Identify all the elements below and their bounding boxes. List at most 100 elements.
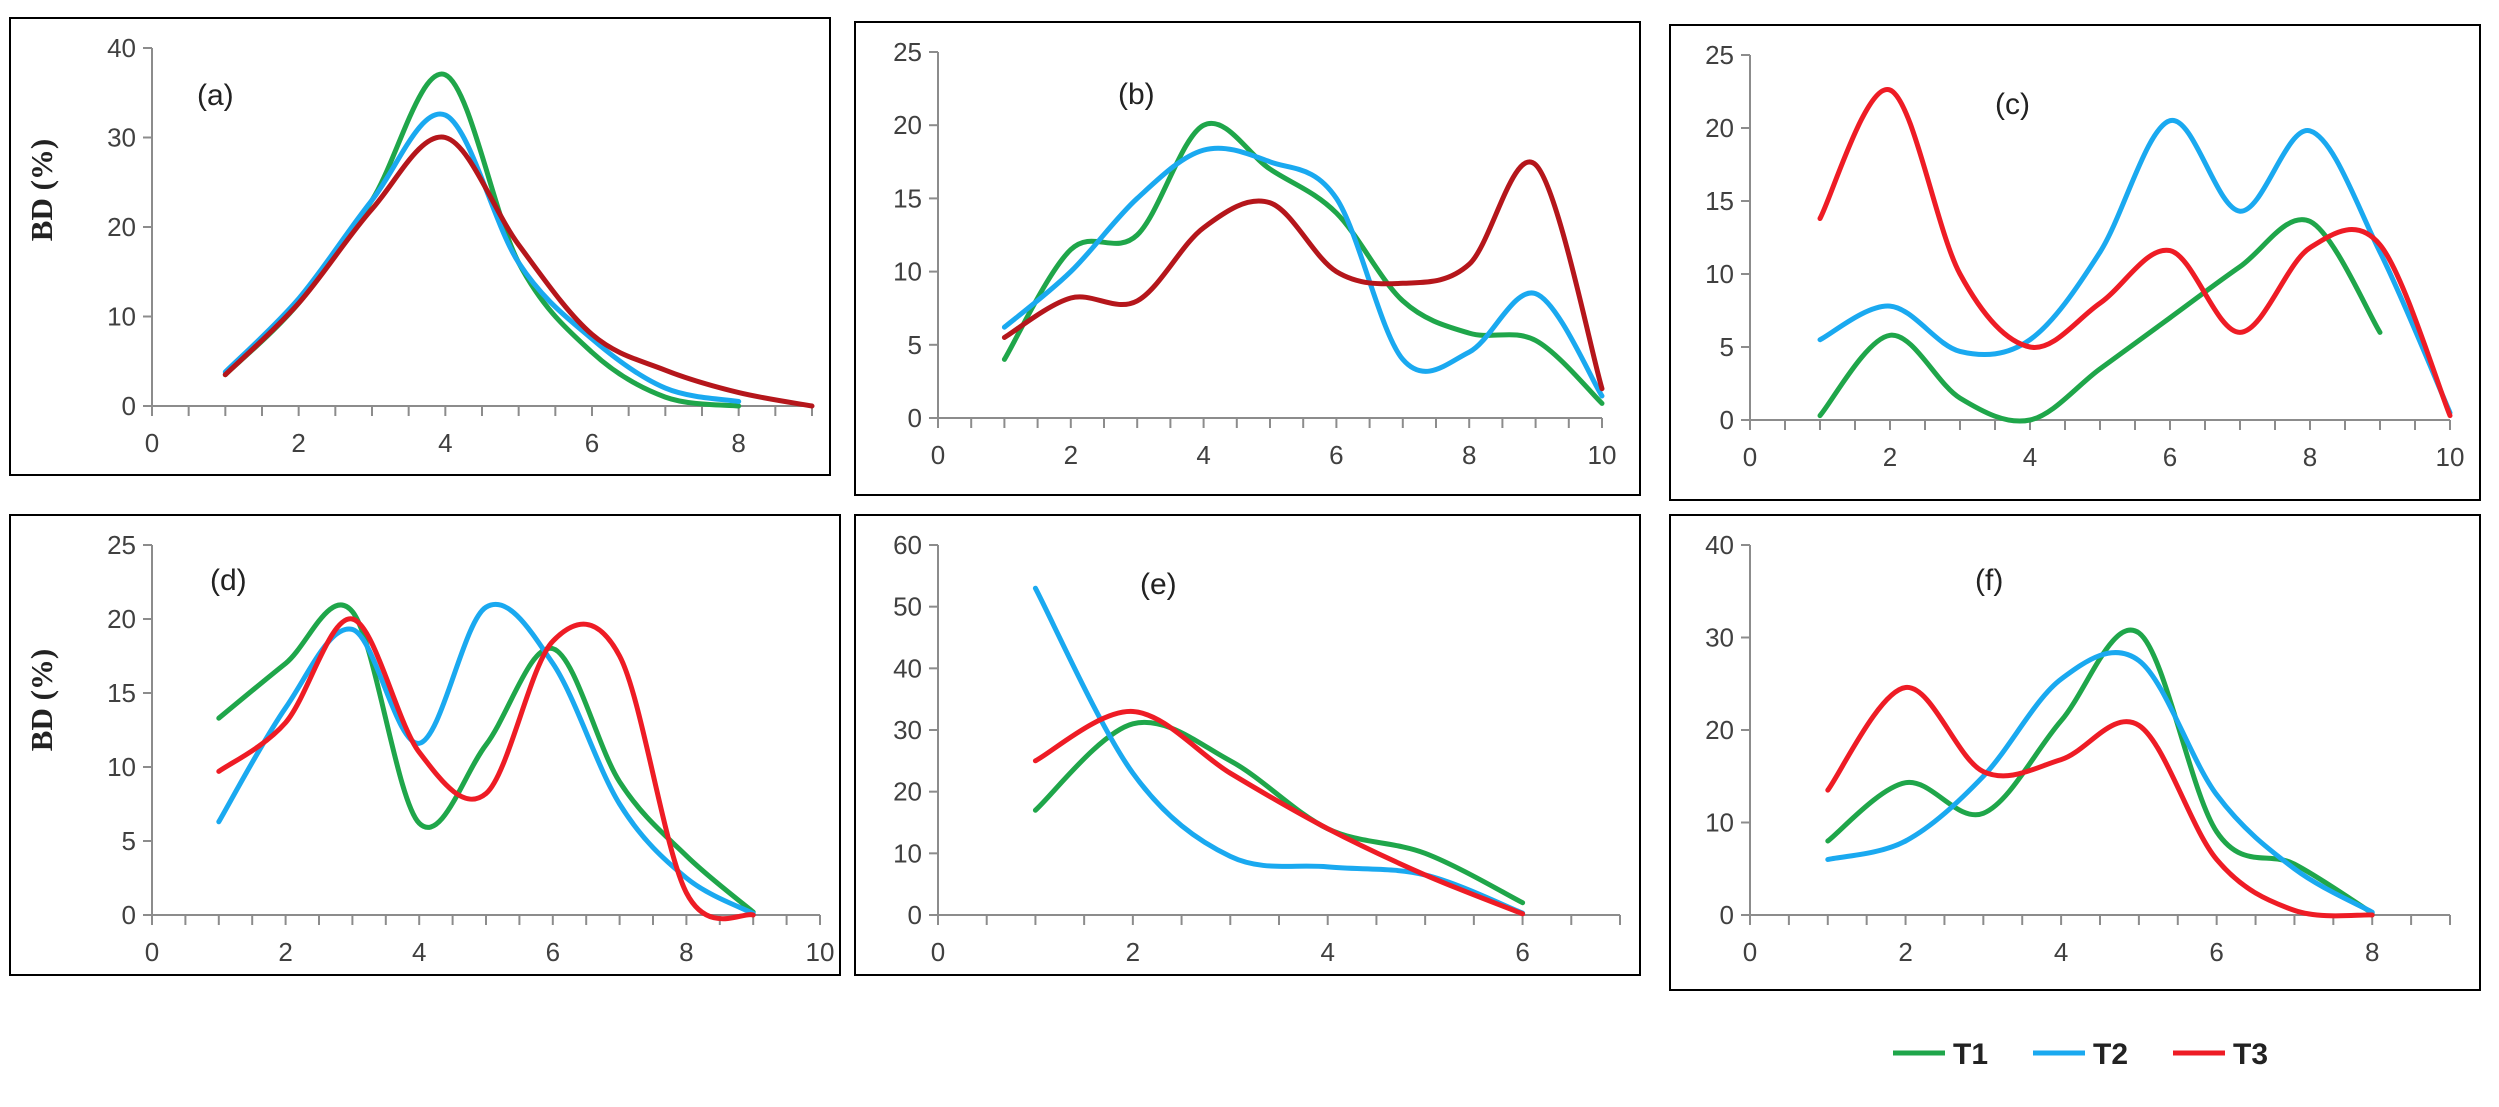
y-tick-label: 5 bbox=[908, 330, 922, 360]
y-tick-label: 15 bbox=[893, 183, 922, 213]
panel-frame bbox=[9, 17, 831, 476]
chart-panel-5: 0 10 20 30 40 50 60 0 2 4 6 (e) bbox=[854, 514, 1641, 976]
y-tick-label: 0 bbox=[122, 391, 136, 421]
y-tick-label: 0 bbox=[908, 403, 922, 433]
x-tick-label: 8 bbox=[2303, 442, 2317, 472]
y-tick-label: 10 bbox=[893, 838, 922, 868]
x-tick-label: 4 bbox=[412, 937, 426, 967]
y-tick-label: 30 bbox=[1705, 623, 1734, 653]
panel-label: (a) bbox=[197, 79, 234, 112]
y-axis-label-top: BD (%) bbox=[24, 139, 59, 241]
y-tick-label: 20 bbox=[893, 777, 922, 807]
panel-frame bbox=[854, 21, 1641, 496]
series-line-t3 bbox=[1825, 685, 2375, 919]
series-line-t2 bbox=[1001, 145, 1605, 399]
chart-panel-1: 0 10 20 30 40 0 2 4 6 8 (a) bbox=[9, 17, 831, 476]
x-tick-label: 8 bbox=[2365, 937, 2379, 967]
series-line-t1 bbox=[1825, 627, 2375, 916]
y-tick-label: 20 bbox=[893, 110, 922, 140]
y-tick-label: 10 bbox=[1705, 808, 1734, 838]
x-tick-label: 6 bbox=[1515, 937, 1529, 967]
y-tick-label: 15 bbox=[107, 678, 136, 708]
x-tick-label: 6 bbox=[546, 937, 560, 967]
series-line-t1 bbox=[1001, 120, 1605, 406]
panel-label: (b) bbox=[1118, 78, 1155, 111]
series-line-t3 bbox=[216, 616, 756, 922]
x-tick-label: 0 bbox=[1743, 937, 1757, 967]
x-tick-label: 0 bbox=[931, 937, 945, 967]
x-tick-label: 6 bbox=[2209, 937, 2223, 967]
x-tick-label: 2 bbox=[1883, 442, 1897, 472]
y-tick-label: 20 bbox=[107, 604, 136, 634]
x-tick-label: 4 bbox=[1320, 937, 1334, 967]
y-tick-label: 40 bbox=[1705, 530, 1734, 560]
series-line-t2 bbox=[1817, 118, 2453, 416]
chart-panel-6: 0 10 20 30 40 0 2 4 6 8 (f) bbox=[1669, 514, 2481, 991]
y-tick-label: 10 bbox=[107, 752, 136, 782]
x-tick-label: 6 bbox=[585, 428, 599, 458]
legend-label-t1: T1 bbox=[1953, 1038, 1988, 1071]
series-line-t2 bbox=[216, 602, 756, 916]
x-tick-label: 2 bbox=[1898, 937, 1912, 967]
y-tick-label: 20 bbox=[1705, 715, 1734, 745]
y-tick-label: 5 bbox=[1720, 332, 1734, 362]
y-tick-label: 25 bbox=[1705, 40, 1734, 70]
series-line-t3 bbox=[1001, 159, 1605, 392]
series-line-t1 bbox=[216, 602, 756, 915]
y-tick-label: 30 bbox=[107, 123, 136, 153]
series-line-t1 bbox=[1032, 719, 1526, 906]
x-tick-label: 2 bbox=[1126, 937, 1140, 967]
y-tick-label: 20 bbox=[107, 212, 136, 242]
y-tick-label: 40 bbox=[107, 33, 136, 63]
x-tick-label: 0 bbox=[1743, 442, 1757, 472]
series-line-t2 bbox=[222, 111, 742, 404]
panel-label: (d) bbox=[210, 564, 247, 597]
x-tick-label: 4 bbox=[1196, 440, 1210, 470]
x-tick-label: 4 bbox=[2054, 937, 2068, 967]
chart-panel-2: 0 5 10 15 20 25 0 2 4 6 8 10 (b) bbox=[854, 21, 1641, 496]
panel-label: (f) bbox=[1975, 564, 2003, 597]
x-tick-label: 2 bbox=[278, 937, 292, 967]
series-line-t2 bbox=[1825, 650, 2375, 915]
y-tick-label: 15 bbox=[1705, 186, 1734, 216]
y-tick-label: 20 bbox=[1705, 113, 1734, 143]
x-tick-label: 10 bbox=[2436, 442, 2465, 472]
panel-frame bbox=[9, 514, 841, 976]
y-tick-label: 0 bbox=[908, 900, 922, 930]
y-tick-label: 0 bbox=[122, 900, 136, 930]
x-tick-label: 4 bbox=[2023, 442, 2037, 472]
series-line-t3 bbox=[1032, 708, 1526, 917]
series-line-t1 bbox=[1817, 217, 2383, 424]
x-tick-label: 6 bbox=[2163, 442, 2177, 472]
series-line-t3 bbox=[222, 134, 815, 409]
y-tick-label: 10 bbox=[1705, 259, 1734, 289]
x-tick-label: 6 bbox=[1329, 440, 1343, 470]
x-tick-label: 4 bbox=[438, 428, 452, 458]
y-axis-label-bottom: BD (%) bbox=[24, 649, 59, 751]
y-tick-label: 50 bbox=[893, 592, 922, 622]
x-tick-label: 8 bbox=[679, 937, 693, 967]
chart-panel-4: 0 5 10 15 20 25 0 2 4 6 8 10 (d) bbox=[9, 514, 841, 976]
legend: T1 T2 T3 bbox=[1893, 1038, 2268, 1071]
series-line-t1 bbox=[222, 71, 742, 409]
x-tick-label: 0 bbox=[931, 440, 945, 470]
x-tick-label: 2 bbox=[1064, 440, 1078, 470]
legend-label-t3: T3 bbox=[2233, 1038, 2268, 1071]
series-line-t3 bbox=[1817, 87, 2453, 419]
panel-label: (e) bbox=[1140, 568, 1177, 601]
y-tick-label: 30 bbox=[893, 715, 922, 745]
x-tick-label: 0 bbox=[145, 428, 159, 458]
y-tick-label: 0 bbox=[1720, 900, 1734, 930]
y-tick-label: 60 bbox=[893, 530, 922, 560]
x-tick-label: 0 bbox=[145, 937, 159, 967]
panel-frame bbox=[1669, 24, 2481, 501]
x-tick-label: 8 bbox=[731, 428, 745, 458]
y-tick-label: 5 bbox=[122, 826, 136, 856]
x-tick-label: 8 bbox=[1462, 440, 1476, 470]
panel-label: (c) bbox=[1995, 88, 2030, 121]
y-tick-label: 0 bbox=[1720, 405, 1734, 435]
x-tick-label: 2 bbox=[291, 428, 305, 458]
legend-label-t2: T2 bbox=[2093, 1038, 2128, 1071]
